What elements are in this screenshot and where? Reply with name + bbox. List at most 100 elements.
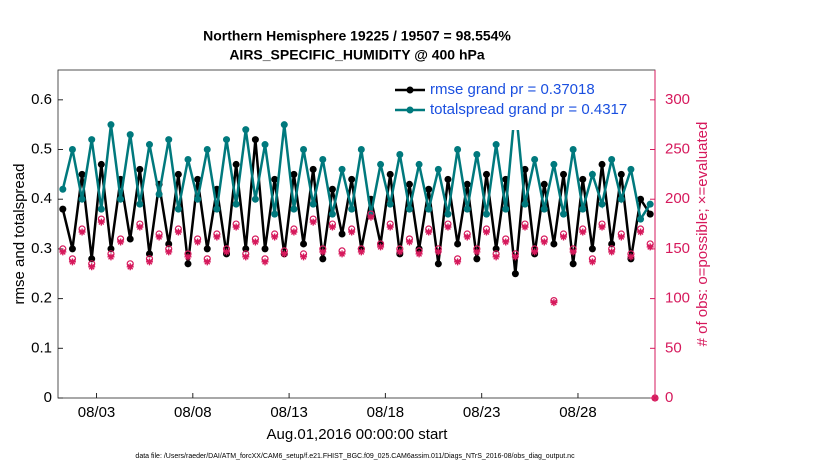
x-axis-label: Aug.01,2016 00:00:00 start — [267, 426, 449, 443]
obs-evaluated — [617, 233, 625, 241]
point — [117, 195, 125, 203]
legend-label: totalspread grand pr = 0.4317 — [430, 101, 627, 118]
point — [203, 146, 211, 154]
point — [569, 260, 577, 268]
point — [511, 270, 519, 278]
obs-evaluated — [396, 248, 404, 256]
point — [473, 150, 481, 158]
y2-tick-label: 250 — [665, 140, 690, 157]
obs-evaluated — [328, 223, 336, 231]
obs-evaluated — [651, 394, 659, 402]
point — [560, 210, 568, 218]
point — [97, 160, 105, 168]
obs-evaluated — [97, 218, 105, 226]
point — [531, 155, 539, 163]
point — [454, 146, 462, 154]
point — [328, 210, 336, 218]
obs-evaluated — [68, 258, 76, 266]
obs-evaluated — [59, 248, 67, 256]
obs-evaluated — [540, 238, 548, 246]
point — [454, 240, 462, 248]
obs-evaluated — [107, 253, 115, 261]
y2-tick-label: 200 — [665, 190, 690, 207]
point — [184, 155, 192, 163]
point — [540, 180, 548, 188]
series-line — [61, 104, 652, 223]
obs-evaluated — [502, 238, 510, 246]
point — [608, 155, 616, 163]
y2-tick-label: 300 — [665, 91, 690, 108]
obs-evaluated — [251, 238, 259, 246]
y2-tick-label: 50 — [665, 339, 682, 356]
point — [415, 160, 423, 168]
point — [271, 210, 279, 218]
obs-evaluated — [242, 253, 250, 261]
obs-evaluated — [280, 250, 288, 258]
obs-evaluated — [386, 223, 394, 231]
point — [155, 190, 163, 198]
point — [617, 195, 625, 203]
y-axis-label: rmse and totalspread — [11, 164, 28, 305]
point — [588, 170, 596, 178]
point — [203, 245, 211, 253]
obs-evaluated — [560, 233, 568, 241]
point — [290, 170, 298, 178]
y-tick-label: 0 — [44, 389, 52, 406]
point — [377, 160, 385, 168]
point — [88, 255, 96, 263]
y-tick-label: 0.4 — [31, 190, 52, 207]
point — [88, 136, 96, 144]
x-tick-label: 08/13 — [270, 404, 308, 421]
footnote: data file: /Users/raeder/DAI/ATM_forcXX/… — [135, 453, 575, 460]
y2-tick-label: 150 — [665, 240, 690, 257]
obs-evaluated — [348, 228, 356, 236]
obs-evaluated — [463, 233, 471, 241]
obs-evaluated — [309, 218, 317, 226]
obs-evaluated — [550, 299, 558, 307]
point — [579, 205, 587, 213]
obs-evaluated — [174, 228, 182, 236]
legend-marker — [406, 106, 414, 114]
obs-evaluated — [271, 233, 279, 241]
obs-evaluated — [598, 223, 606, 231]
obs-evaluated — [232, 223, 240, 231]
obs-evaluated — [405, 238, 413, 246]
obs-evaluated — [367, 213, 375, 221]
point — [194, 175, 202, 183]
point — [405, 205, 413, 213]
point — [174, 170, 182, 178]
point — [165, 136, 173, 144]
point — [261, 141, 269, 149]
obs-evaluated — [588, 258, 596, 266]
obs-evaluated — [454, 258, 462, 266]
point — [579, 175, 587, 183]
obs-evaluated — [377, 243, 385, 251]
point — [444, 175, 452, 183]
point — [59, 205, 67, 213]
obs-evaluated — [434, 248, 442, 256]
obs-evaluated — [194, 238, 202, 246]
y2-tick-label: 100 — [665, 290, 690, 307]
obs-evaluated — [165, 248, 173, 256]
point — [126, 235, 134, 243]
point — [646, 200, 654, 208]
point — [550, 160, 558, 168]
obs-evaluated — [492, 253, 500, 261]
obs-evaluated — [531, 248, 539, 256]
obs-evaluated — [473, 248, 481, 256]
obs-evaluated — [637, 228, 645, 236]
obs-evaluated — [213, 233, 221, 241]
point — [126, 131, 134, 139]
point — [463, 180, 471, 188]
point — [348, 175, 356, 183]
point — [492, 141, 500, 149]
obs-evaluated — [126, 263, 134, 271]
point — [637, 215, 645, 223]
point — [540, 205, 548, 213]
point — [386, 200, 394, 208]
point — [492, 245, 500, 253]
obs-evaluated — [569, 248, 577, 256]
obs-evaluated — [627, 253, 635, 261]
point — [194, 195, 202, 203]
